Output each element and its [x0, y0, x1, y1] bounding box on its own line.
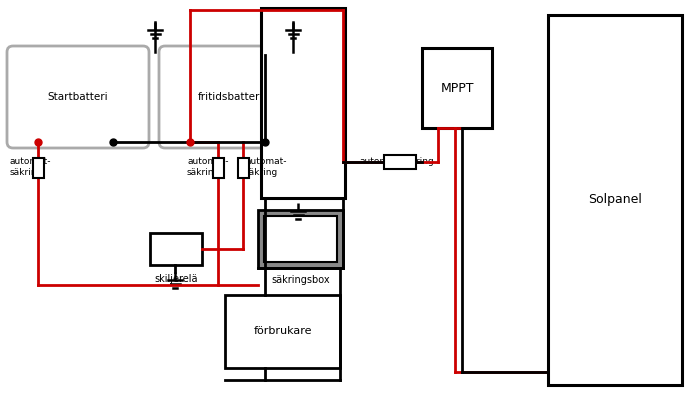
Text: fritidsbatteri: fritidsbatteri — [197, 92, 262, 102]
FancyBboxPatch shape — [7, 46, 149, 148]
FancyBboxPatch shape — [159, 46, 301, 148]
Text: automat-säkring: automat-säkring — [360, 158, 435, 166]
Text: automat-
säkring: automat- säkring — [187, 157, 228, 177]
Text: skiljerelä: skiljerelä — [154, 274, 197, 284]
Text: automat-
säkring: automat- säkring — [10, 157, 52, 177]
Bar — [225, 295, 340, 368]
Bar — [264, 216, 337, 262]
Bar — [213, 158, 223, 178]
Bar — [237, 158, 248, 178]
Bar — [261, 8, 345, 198]
Text: förbrukare: förbrukare — [253, 327, 312, 337]
Text: automat-
säkring: automat- säkring — [245, 157, 286, 177]
Text: Startbatteri: Startbatteri — [48, 92, 108, 102]
Bar — [32, 158, 43, 178]
Text: MPPT: MPPT — [440, 81, 474, 95]
Text: säkringsbox: säkringsbox — [271, 275, 330, 285]
Bar — [150, 233, 202, 265]
Bar — [384, 155, 416, 169]
Bar — [548, 15, 682, 385]
Bar — [422, 48, 492, 128]
Bar — [258, 210, 343, 268]
Text: Solpanel: Solpanel — [588, 193, 642, 207]
